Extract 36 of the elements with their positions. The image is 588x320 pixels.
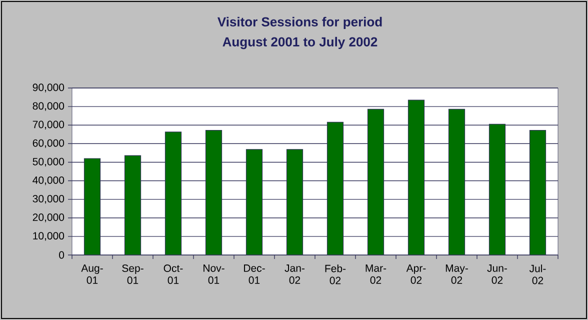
x-tick-label: Jul-02 xyxy=(529,264,546,284)
y-tick-label: 30,000 xyxy=(32,194,64,204)
x-tick-label: Sep-01 xyxy=(122,264,144,284)
bar xyxy=(326,122,344,255)
bar xyxy=(448,108,466,255)
y-tick-label: 40,000 xyxy=(32,176,64,186)
x-tick-label: Mar-02 xyxy=(366,264,386,284)
bar xyxy=(408,100,425,255)
bar xyxy=(529,130,546,255)
bar xyxy=(286,149,304,255)
bar xyxy=(84,158,101,255)
bar xyxy=(246,149,263,255)
y-tick-label: 50,000 xyxy=(32,158,64,167)
y-tick-label: 10,000 xyxy=(33,232,64,241)
x-tick-label: May-02 xyxy=(446,264,468,284)
y-tick-label: 80,000 xyxy=(32,102,64,111)
y-tick-label: 20,000 xyxy=(32,214,64,222)
bar xyxy=(124,155,142,255)
x-tick-label: Oct-01 xyxy=(164,264,183,284)
bar xyxy=(205,130,222,255)
y-tick-label: 70,000 xyxy=(32,120,64,130)
x-tick-label: Jan-02 xyxy=(284,264,304,284)
chart-subtitle: August 2001 to July 2002 xyxy=(222,36,378,50)
y-tick-label: 0 xyxy=(59,251,64,259)
chart-title: Visitor Sessions for period xyxy=(218,16,382,30)
x-tick-label: Aug-01 xyxy=(81,264,103,284)
y-tick-label: 60,000 xyxy=(32,139,64,148)
x-tick-label: Feb-02 xyxy=(325,264,346,284)
x-tick-label: Jun-02 xyxy=(487,264,507,284)
bar xyxy=(164,132,182,255)
x-tick-label: Nov-01 xyxy=(204,264,224,284)
x-tick-label: Dec-01 xyxy=(244,264,265,284)
x-tick-label: Apr-02 xyxy=(406,264,426,284)
bar xyxy=(488,124,506,255)
bar xyxy=(367,108,384,255)
y-tick-label: 90,000 xyxy=(32,84,64,92)
